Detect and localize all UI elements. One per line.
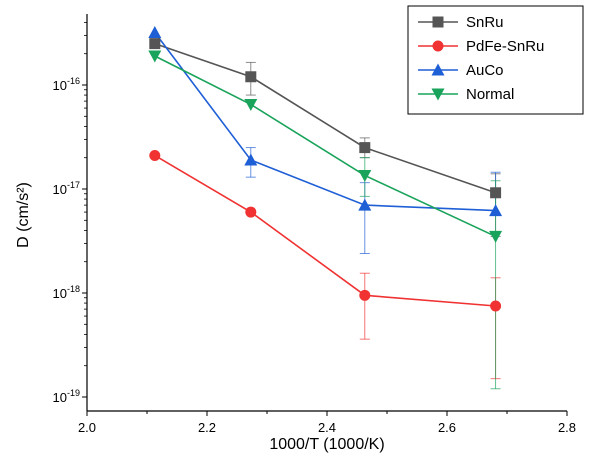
series-lines [154, 31, 496, 307]
data-point-auco [148, 25, 162, 38]
x-tick-label: 2.8 [558, 420, 576, 435]
y-tick-label: 10-16 [53, 76, 80, 93]
x-tick-label: 2.0 [78, 420, 96, 435]
x-axis-label: 1000/T (1000/K) [269, 436, 384, 453]
data-point-normal [244, 98, 258, 111]
data-point-snru [149, 38, 161, 50]
series-line-pdfe-snru [154, 154, 496, 307]
data-point-snru [359, 142, 371, 154]
data-point-snru [490, 187, 502, 199]
series-line-normal [154, 55, 496, 238]
y-tick-label: 10-18 [53, 284, 80, 301]
legend-label-pdfe-snru: PdFe-SnRu [466, 38, 544, 55]
data-point-pdfe-snru [490, 300, 502, 312]
x-tick-label: 2.4 [318, 420, 336, 435]
series-line-auco [154, 31, 496, 212]
data-point-pdfe-snru [149, 149, 161, 161]
legend-marker-snru [432, 16, 444, 28]
legend-marker-normal [431, 88, 445, 101]
y-axis-label: D (cm/s²) [15, 182, 32, 248]
data-point-snru [245, 71, 257, 83]
legend-marker-pdfe-snru [432, 40, 444, 52]
axes: 2.0 2.2 2.4 2.6 2.8 10-19 10-18 10-17 10-16 [53, 14, 576, 435]
y-tick-label: 10-17 [53, 180, 80, 197]
legend-label-auco: AuCo [466, 62, 504, 79]
data-point-auco [358, 198, 372, 211]
data-point-auco [489, 204, 503, 217]
series-markers [148, 25, 503, 312]
x-tick-label: 2.6 [438, 420, 456, 435]
data-point-pdfe-snru [245, 206, 257, 218]
legend: SnRu PdFe-SnRu AuCo Normal [407, 5, 584, 115]
legend-label-snru: SnRu [466, 14, 504, 31]
data-point-normal [148, 50, 162, 63]
x-tick-label: 2.2 [198, 420, 216, 435]
y-tick-label: 10-19 [53, 388, 80, 405]
data-point-normal [489, 230, 503, 243]
legend-marker-auco [431, 63, 445, 76]
legend-label-normal: Normal [466, 86, 514, 103]
data-point-normal [358, 169, 372, 182]
data-point-auco [244, 153, 258, 166]
series-line-snru [154, 42, 496, 194]
data-point-pdfe-snru [359, 289, 371, 301]
